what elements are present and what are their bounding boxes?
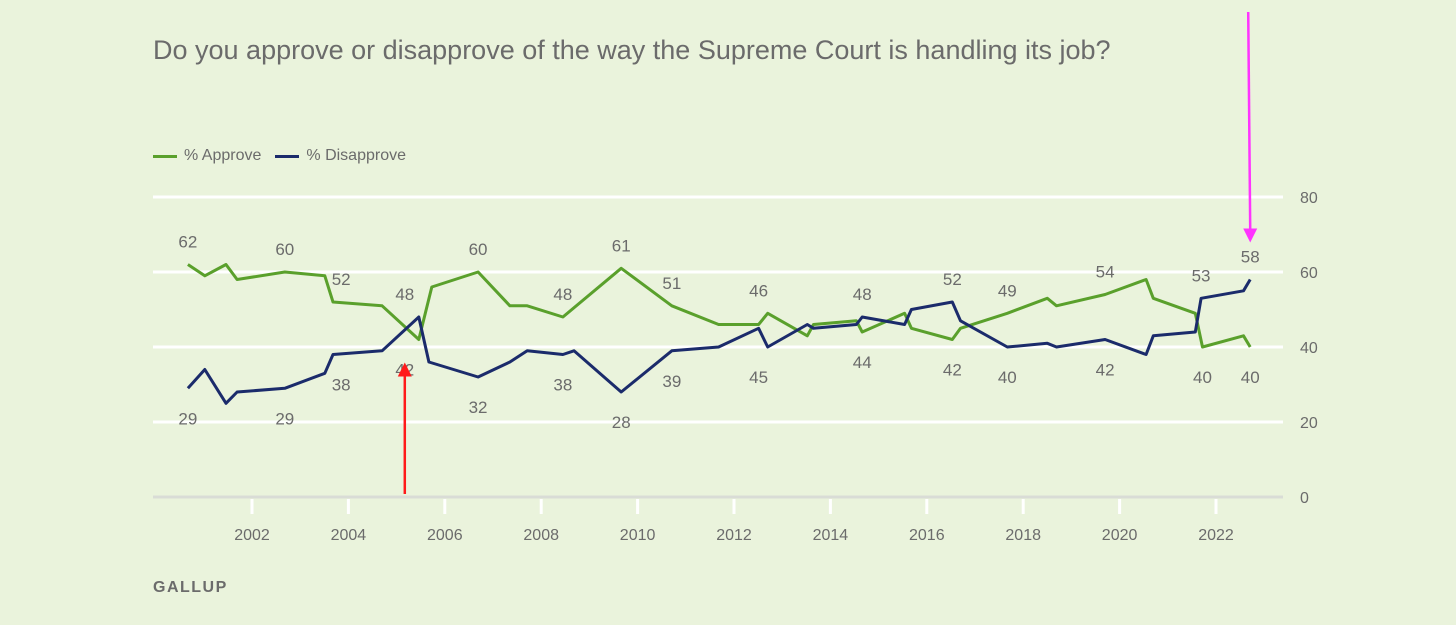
annotation-arrow-shaft xyxy=(1246,11,1252,231)
data-label: 45 xyxy=(749,368,768,387)
data-label: 42 xyxy=(943,361,962,380)
x-tick-label: 2022 xyxy=(1198,527,1234,544)
legend-label-approve: % Approve xyxy=(184,147,262,164)
data-label: 40 xyxy=(1193,368,1212,387)
data-label: 44 xyxy=(853,353,872,372)
y-tick-label: 40 xyxy=(1300,340,1318,357)
data-label: 54 xyxy=(1096,263,1115,282)
data-label: 53 xyxy=(1192,266,1211,285)
data-label: 52 xyxy=(332,270,351,289)
y-tick-label: 60 xyxy=(1300,265,1318,282)
data-label: 46 xyxy=(749,281,768,300)
x-tick-label: 2012 xyxy=(716,527,752,544)
data-label: 49 xyxy=(998,281,1017,300)
y-tick-label: 0 xyxy=(1300,490,1309,507)
data-label: 40 xyxy=(998,368,1017,387)
data-label: 60 xyxy=(469,240,488,259)
x-tick-label: 2014 xyxy=(813,527,849,544)
x-tick-label: 2002 xyxy=(234,527,270,544)
data-label: 38 xyxy=(332,376,351,395)
x-tick-label: 2010 xyxy=(620,527,656,544)
legend-label-disapprove: % Disapprove xyxy=(306,147,406,164)
legend: % Approve % Disapprove xyxy=(153,147,406,165)
x-tick-label: 2008 xyxy=(523,527,559,544)
source-label: GALLUP xyxy=(153,579,228,596)
data-label: 51 xyxy=(662,274,681,293)
legend-item-disapprove[interactable]: % Disapprove xyxy=(275,147,406,165)
data-label: 52 xyxy=(943,270,962,289)
series-line-approve xyxy=(187,263,1252,349)
data-label: 29 xyxy=(275,409,294,428)
data-label: 38 xyxy=(553,376,572,395)
data-label: 60 xyxy=(275,240,294,259)
x-tick-label: 2018 xyxy=(1005,527,1041,544)
x-tick-label: 2006 xyxy=(427,527,463,544)
y-tick-label: 80 xyxy=(1300,190,1318,207)
data-label: 62 xyxy=(178,233,197,252)
x-tick-label: 2016 xyxy=(909,527,945,544)
data-label: 48 xyxy=(395,285,414,304)
data-label: 48 xyxy=(853,285,872,304)
x-tick-label: 2020 xyxy=(1102,527,1138,544)
y-tick-label: 20 xyxy=(1300,415,1318,432)
x-tick-label: 2004 xyxy=(331,527,367,544)
annotation-arrowhead xyxy=(397,362,412,377)
data-label: 40 xyxy=(1241,368,1260,387)
legend-item-approve[interactable]: % Approve xyxy=(153,147,261,165)
data-label: 42 xyxy=(1096,361,1115,380)
data-label: 61 xyxy=(612,236,631,255)
data-label: 58 xyxy=(1241,248,1260,267)
legend-swatch-disapprove xyxy=(275,154,300,158)
data-label: 28 xyxy=(612,413,631,432)
data-label: 48 xyxy=(553,285,572,304)
chart-title: Do you approve or disapprove of the way … xyxy=(153,35,1111,65)
legend-swatch-approve xyxy=(153,154,177,158)
series-line-disapprove xyxy=(186,278,1252,405)
data-label: 29 xyxy=(178,409,197,428)
data-label: 32 xyxy=(469,398,488,417)
annotation-arrowhead xyxy=(1243,228,1258,243)
data-label: 39 xyxy=(662,372,681,391)
